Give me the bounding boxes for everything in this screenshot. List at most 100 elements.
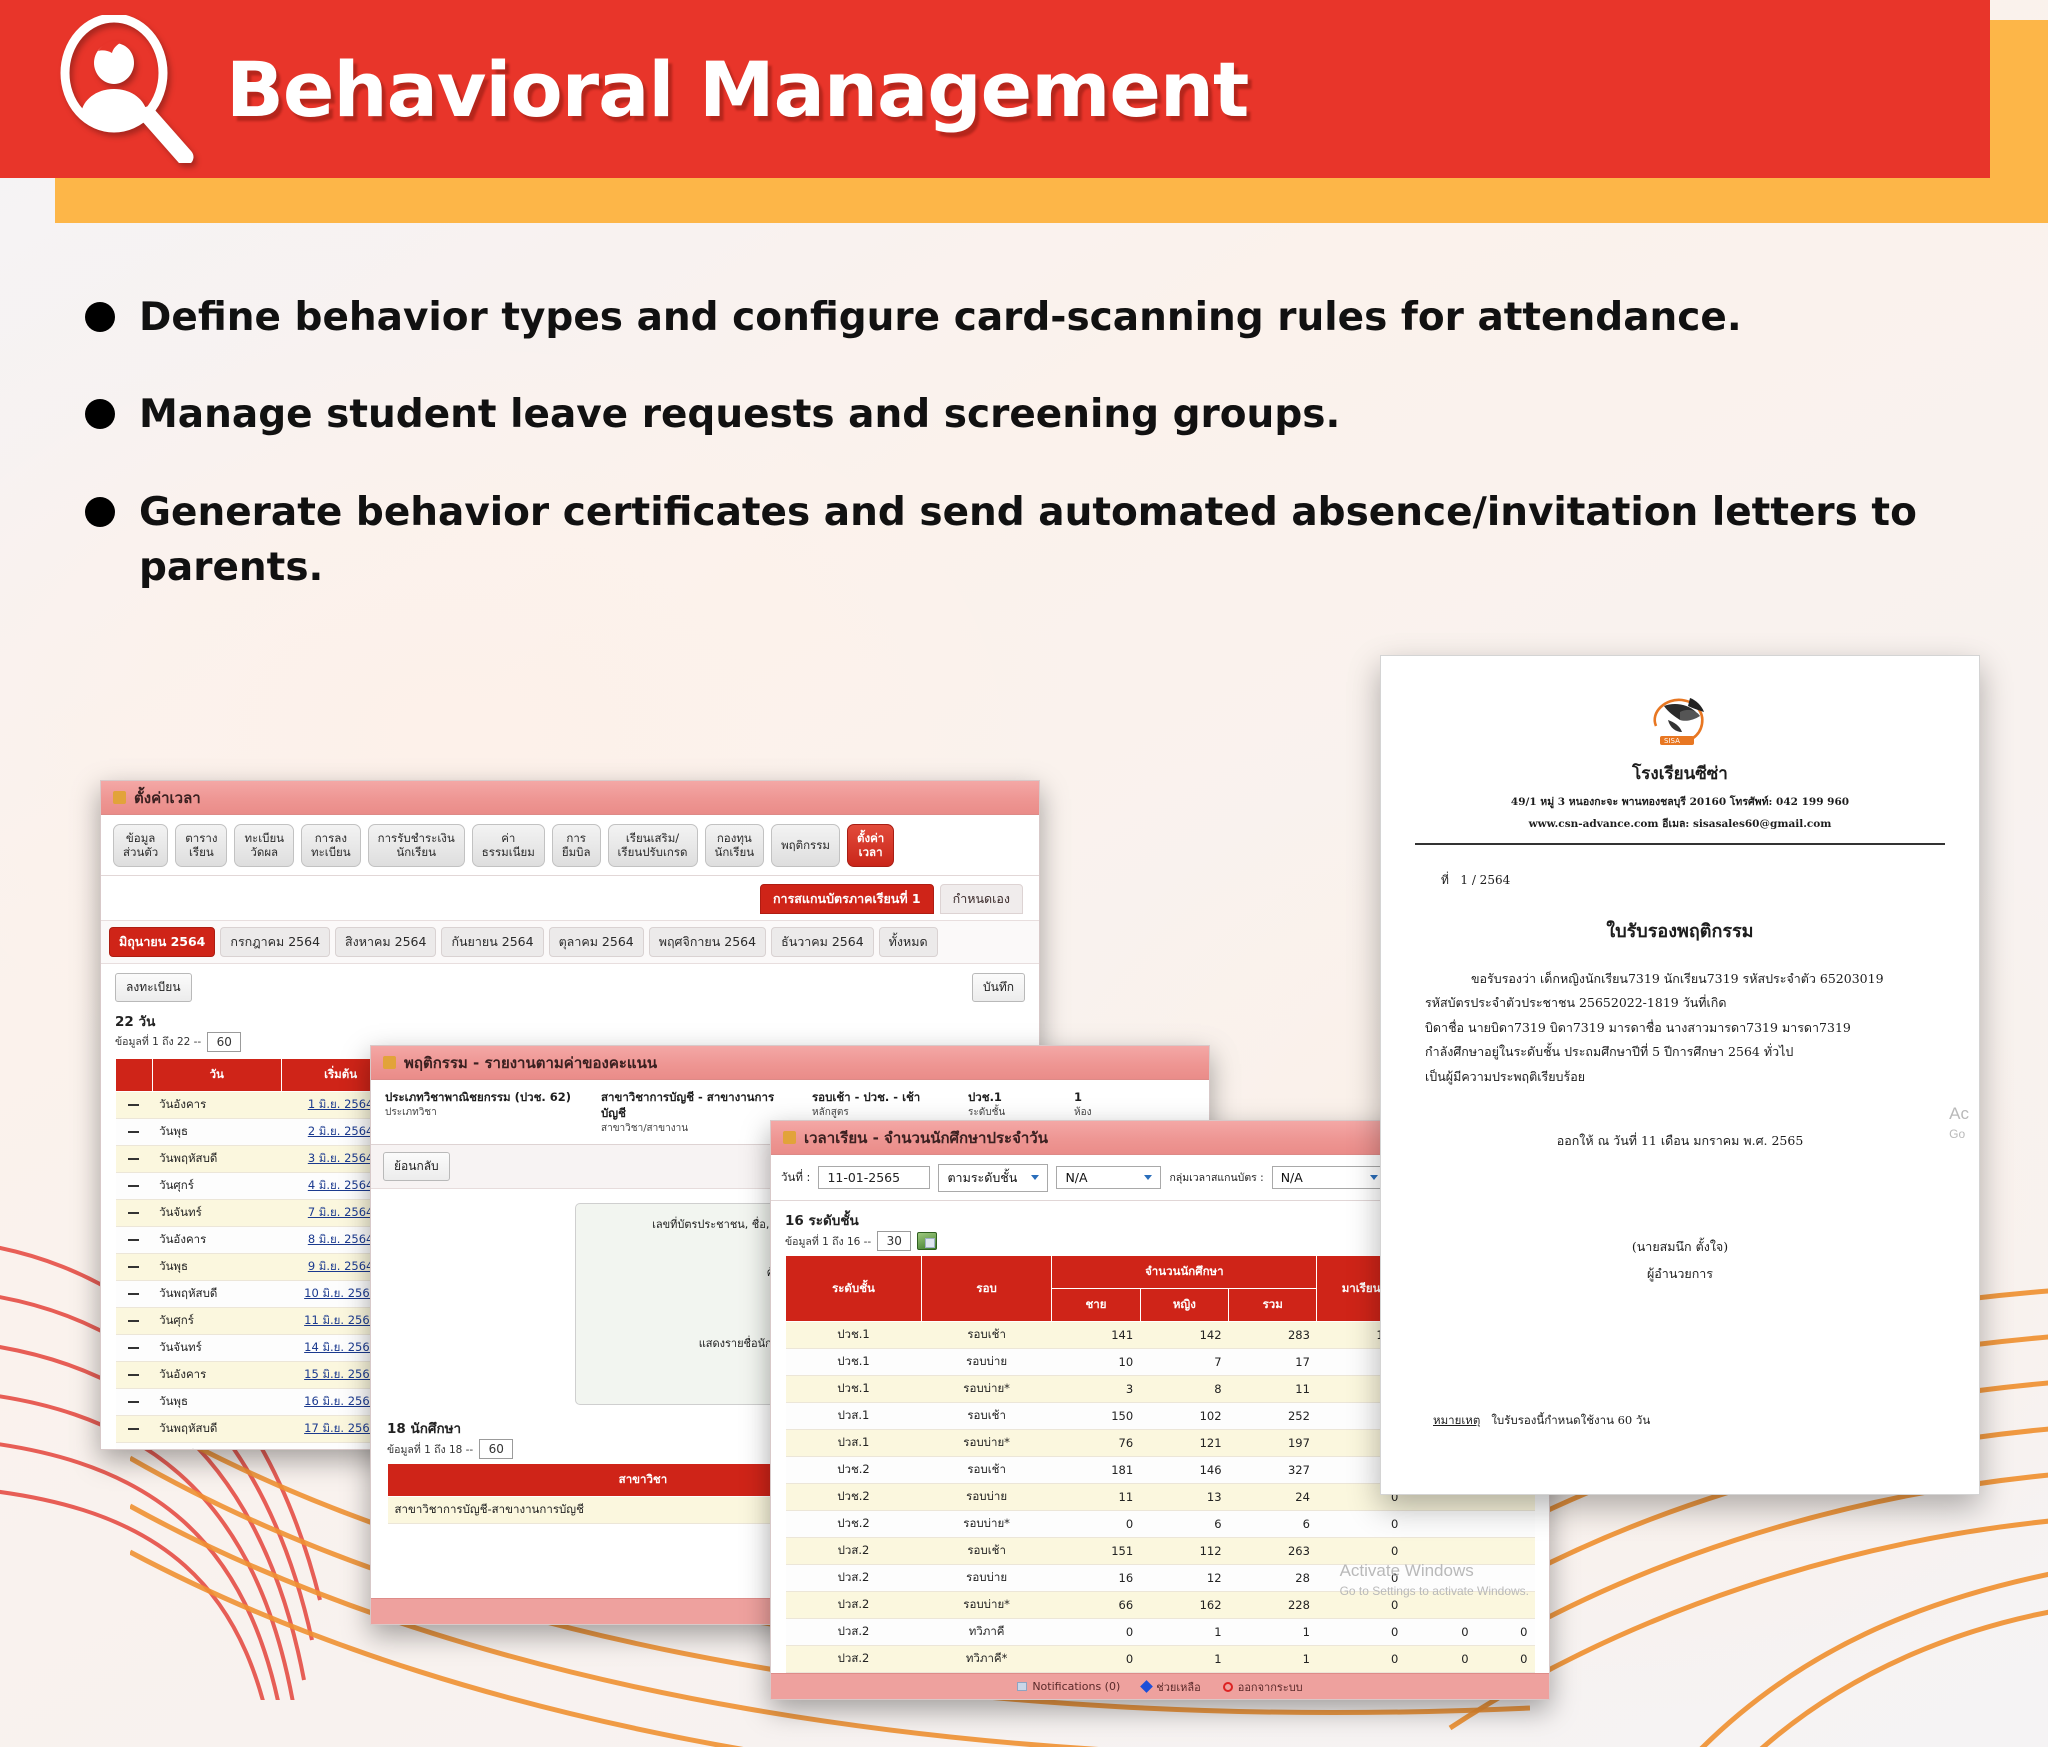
table-header-row-2: ชาย หญิง รวม <box>786 1288 1535 1322</box>
sub-tab-card-scan-term1[interactable]: การสแกนบัตรภาคเรียนที่ 1 <box>759 883 934 914</box>
nav-tab-fees[interactable]: ค่า ธรรมเนียม <box>471 824 545 867</box>
month-pill-july[interactable]: กรกฎาคม 2564 <box>220 926 331 957</box>
nav-tab-time-settings[interactable]: ตั้งค่า เวลา <box>846 824 895 867</box>
table-row[interactable]: ปวส.2 รอบบ่าย* 66 162 228 0 <box>785 1591 1535 1619</box>
logout-item[interactable]: ออกจากระบบ <box>1222 1678 1303 1696</box>
page-size-input[interactable]: 30 <box>877 1231 912 1251</box>
svg-text:SISA: SISA <box>1664 737 1680 745</box>
notification-icon <box>1017 1682 1028 1691</box>
cell-start-date[interactable]: 18 มิ.ย. 2564 <box>281 1442 400 1449</box>
cell-male: 150 <box>1051 1402 1141 1430</box>
month-pill-september[interactable]: กันยายน 2564 <box>441 926 544 957</box>
scan-group-select[interactable]: N/A <box>1271 1166 1387 1189</box>
row-expand-toggle[interactable] <box>115 1118 153 1146</box>
table-row[interactable]: ปวช.3รอบบ่าย301747000 <box>786 1700 1535 1701</box>
certificate-heading: ใบรับรองพฤติกรรม <box>1606 921 1754 942</box>
month-filter-bar[interactable]: มิถุนายน 2564 กรกฎาคม 2564 สิงหาคม 2564 … <box>101 919 1039 964</box>
nav-tab-registration-records[interactable]: ทะเบียน วัดผล <box>234 824 295 867</box>
month-pill-december[interactable]: ธันวาคม 2564 <box>771 926 874 957</box>
row-expand-toggle[interactable] <box>115 1307 153 1335</box>
cell-attended: 0 <box>1317 1700 1405 1701</box>
breadcrumb-value: 1 <box>1074 1090 1083 1104</box>
nav-tab-behavior[interactable]: พฤติกรรม <box>771 824 840 867</box>
date-input[interactable]: 11-01-2565 <box>818 1166 931 1189</box>
table-row[interactable]: ปวส.2 รอบเช้า 151 112 263 0 <box>785 1537 1535 1565</box>
nav-tab-student-payments[interactable]: การรับชำระเงิน นักเรียน <box>367 824 465 867</box>
row-expand-toggle[interactable] <box>115 1442 153 1449</box>
breadcrumb-value: สาขาวิชาการบัญชี - สาขางานการบัญชี <box>601 1090 775 1120</box>
excel-export-icon[interactable] <box>917 1232 938 1250</box>
page-size-input[interactable]: 60 <box>479 1439 514 1460</box>
certificate-line: รหัสบัตรประจำตัวประชาชน 25652022-1819 วั… <box>1425 995 1727 1011</box>
cell-level: ปวส.2 <box>785 1645 922 1673</box>
row-expand-toggle[interactable] <box>115 1226 153 1254</box>
nav-tab-personal-info[interactable]: ข้อมูล ส่วนตัว <box>113 824 169 867</box>
row-expand-toggle[interactable] <box>115 1172 153 1200</box>
sub-tab-bar[interactable]: การสแกนบัตรภาคเรียนที่ 1 กำหนดเอง <box>101 876 1039 920</box>
date-label: วันที่ : <box>781 1169 811 1184</box>
cell-extra-2 <box>1475 1510 1535 1538</box>
certificate-line: กำลังศึกษาอยู่ในระดับชั้น ประถมศึกษาปีที… <box>1425 1044 1794 1060</box>
cell-level: ปวส.1 <box>785 1402 922 1430</box>
row-expand-toggle[interactable] <box>115 1361 153 1389</box>
group-by-select[interactable]: ตามระดับชั้น <box>938 1163 1049 1192</box>
row-expand-toggle[interactable] <box>115 1253 153 1281</box>
help-item[interactable]: ช่วยเหลือ <box>1140 1678 1201 1696</box>
window-title: ตั้งค่าเวลา <box>134 788 201 807</box>
cell-total: 47 <box>1229 1700 1317 1701</box>
cell-female: 6 <box>1140 1510 1229 1538</box>
row-expand-toggle[interactable] <box>115 1091 153 1119</box>
cell-session: รอบบ่าย* <box>921 1510 1052 1538</box>
cell-attended: 0 <box>1316 1510 1406 1538</box>
register-button[interactable]: ลงทะเบียน <box>115 972 192 1002</box>
month-pill-november[interactable]: พฤศจิกายน 2564 <box>648 926 767 957</box>
back-button[interactable]: ย้อนกลับ <box>383 1152 450 1182</box>
record-count-title: 16 ระดับชั้น <box>785 1213 859 1229</box>
cell-female: 142 <box>1140 1321 1229 1349</box>
cell-session: รอบเช้า <box>921 1456 1052 1484</box>
nav-tab-tutoring[interactable]: เรียนเสริม/ เรียนปรับเกรด <box>607 824 698 867</box>
nav-tab-student-fund[interactable]: กองทุน นักเรียน <box>704 824 765 867</box>
row-expand-toggle[interactable] <box>115 1334 153 1362</box>
behavior-certificate-document[interactable]: SISA โรงเรียนซีซ่า 49/1 หมู่ 3 หนองกะจะ … <box>1380 655 1980 1495</box>
cell-level: ปวส.2 <box>785 1537 922 1565</box>
level-select[interactable]: N/A <box>1056 1166 1162 1189</box>
cell-extra-2 <box>1475 1591 1535 1619</box>
nav-tab-bill-loan[interactable]: การ ยืมบิล <box>551 824 601 867</box>
cell-total: 28 <box>1228 1564 1317 1592</box>
activate-line-2: Go <box>1949 1127 1966 1141</box>
row-expand-toggle[interactable] <box>115 1388 153 1416</box>
window-icon <box>383 1056 396 1069</box>
table-row[interactable]: ปวส.2 ทวิภาคี* 0 1 1 0 0 0 <box>785 1645 1535 1673</box>
window-title: เวลาเรียน - จำนวนนักศึกษาประจำวัน <box>804 1128 1048 1147</box>
breadcrumb-room: 1 ห้อง <box>1074 1090 1134 1135</box>
table-row[interactable]: ปวช.2 รอบบ่าย* 0 6 6 0 <box>785 1510 1535 1538</box>
row-expand-toggle[interactable] <box>115 1145 153 1173</box>
cell-level: ปวส.2 <box>785 1591 922 1619</box>
record-range-label: ข้อมูลที่ 1 ถึง 16 -- <box>785 1235 872 1248</box>
month-pill-october[interactable]: ตุลาคม 2564 <box>548 926 644 957</box>
table-row[interactable]: ปวส.2 ทวิภาคี 0 1 1 0 0 0 <box>785 1618 1535 1646</box>
month-pill-all[interactable]: ทั้งหมด <box>878 926 938 957</box>
notifications-item[interactable]: Notifications (0) <box>1017 1680 1120 1693</box>
month-pill-june[interactable]: มิถุนายน 2564 <box>109 926 216 957</box>
save-button[interactable]: บันทึก <box>972 972 1025 1002</box>
page-size-input[interactable]: 60 <box>207 1031 242 1052</box>
nav-tab-class-schedule[interactable]: ตาราง เรียน <box>175 824 228 867</box>
table-row[interactable]: ปวส.2 รอบบ่าย 16 12 28 0 <box>785 1564 1535 1592</box>
record-count-left: 16 ระดับชั้น ข้อมูลที่ 1 ถึง 16 -- 30 <box>785 1209 938 1251</box>
table-row[interactable]: ปวช.2 รอบบ่าย 11 13 24 0 <box>785 1483 1535 1511</box>
collapse-icon <box>128 1185 140 1188</box>
cell-level: ปวช.2 <box>785 1483 922 1511</box>
breadcrumb-label: ห้อง <box>1074 1106 1092 1118</box>
cell-male: 30 <box>1052 1700 1140 1701</box>
cell-female: 13 <box>1140 1483 1229 1511</box>
row-expand-toggle[interactable] <box>115 1415 153 1443</box>
month-pill-august[interactable]: สิงหาคม 2564 <box>335 926 437 957</box>
nav-tab-enrollment[interactable]: การลง ทะเบียน <box>301 824 361 867</box>
row-expand-toggle[interactable] <box>115 1199 153 1227</box>
nav-tab-bar[interactable]: ข้อมูล ส่วนตัว ตาราง เรียน ทะเบียน วัดผล… <box>101 815 1039 876</box>
sub-tab-custom[interactable]: กำหนดเอง <box>939 883 1023 914</box>
row-expand-toggle[interactable] <box>115 1280 153 1308</box>
